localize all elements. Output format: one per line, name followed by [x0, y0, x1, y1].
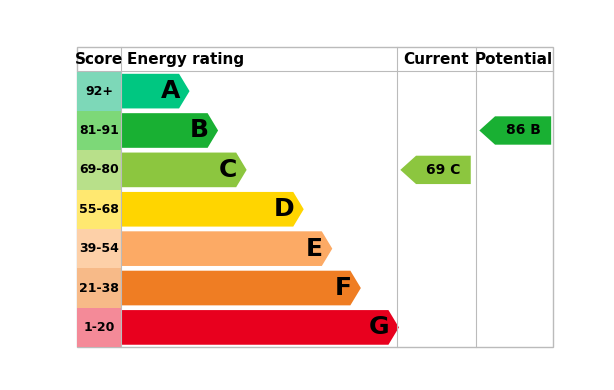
Polygon shape [121, 231, 332, 266]
Text: Current: Current [403, 51, 469, 67]
Text: 39-54: 39-54 [79, 242, 119, 255]
Text: A: A [161, 79, 180, 103]
Polygon shape [121, 192, 304, 227]
Text: 69 C: 69 C [426, 163, 460, 177]
Text: B: B [190, 119, 209, 142]
Text: 1-20: 1-20 [83, 321, 115, 334]
Text: G: G [369, 316, 389, 339]
Bar [77, 150, 121, 190]
Bar [77, 190, 121, 229]
Polygon shape [121, 152, 247, 187]
Text: 69-80: 69-80 [79, 163, 119, 176]
Text: C: C [219, 158, 237, 182]
Text: E: E [306, 237, 323, 261]
Text: Potential: Potential [475, 51, 553, 67]
Text: 81-91: 81-91 [79, 124, 119, 137]
Polygon shape [121, 310, 399, 345]
Polygon shape [121, 113, 218, 148]
Text: 21-38: 21-38 [79, 282, 119, 294]
Text: F: F [335, 276, 351, 300]
Text: Score: Score [75, 51, 123, 67]
Bar [77, 268, 121, 308]
Polygon shape [480, 116, 551, 145]
Text: Energy rating: Energy rating [126, 51, 244, 67]
Text: D: D [274, 197, 294, 221]
Text: 92+: 92+ [85, 85, 113, 98]
Polygon shape [121, 271, 361, 305]
Bar [77, 229, 121, 268]
Polygon shape [121, 74, 190, 108]
Bar [77, 111, 121, 150]
Text: 55-68: 55-68 [79, 203, 119, 216]
Polygon shape [400, 156, 471, 184]
Text: 86 B: 86 B [506, 124, 540, 138]
Bar [77, 71, 121, 111]
Bar [77, 308, 121, 347]
